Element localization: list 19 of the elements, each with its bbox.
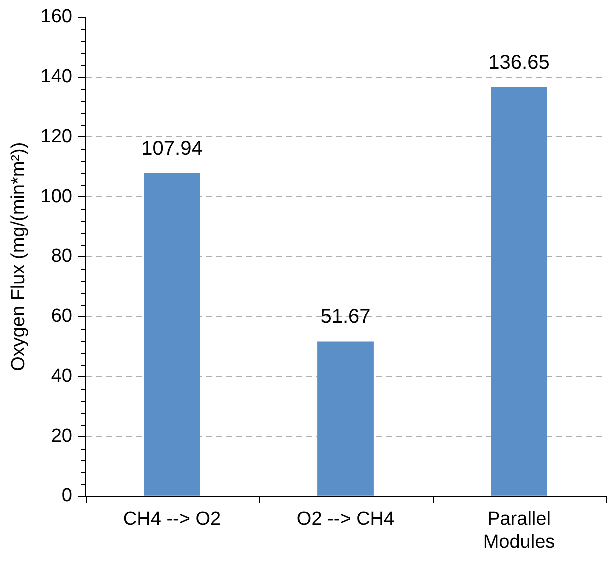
data-label: 51.67 bbox=[320, 306, 371, 328]
y-tick-label: 160 bbox=[40, 6, 72, 28]
y-tick-label: 60 bbox=[51, 306, 72, 328]
bar bbox=[491, 87, 548, 496]
y-tick-label: 80 bbox=[51, 246, 72, 268]
bar bbox=[144, 173, 200, 496]
y-tick-label: 0 bbox=[62, 486, 72, 507]
data-label: 107.94 bbox=[142, 138, 203, 160]
y-tick-label: 40 bbox=[51, 366, 72, 387]
x-tick-label: O2 --> CH4 bbox=[296, 509, 396, 530]
x-tick-label: CH4 --> O2 bbox=[123, 509, 222, 530]
bar bbox=[318, 342, 374, 496]
y-axis-title: Oxygen Flux (mg/(min*m²)) bbox=[8, 142, 30, 372]
data-label: 136.65 bbox=[488, 52, 550, 74]
y-tick-label: 100 bbox=[40, 186, 72, 208]
y-tick-label: 120 bbox=[40, 126, 72, 148]
x-tick-label: Parallel Modules bbox=[483, 509, 556, 553]
y-tick-label: 140 bbox=[40, 66, 72, 88]
y-tick-label: 20 bbox=[51, 426, 72, 447]
